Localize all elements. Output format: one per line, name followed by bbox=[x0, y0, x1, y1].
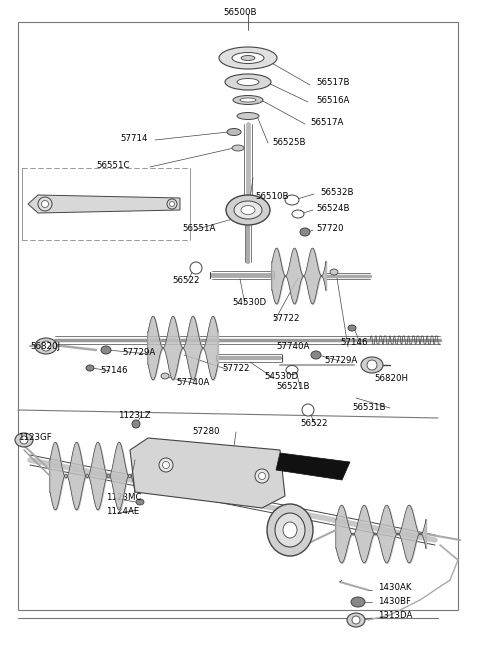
Text: 56522: 56522 bbox=[172, 276, 200, 284]
Text: 56516A: 56516A bbox=[316, 96, 349, 104]
Ellipse shape bbox=[237, 112, 259, 120]
Text: 1123GF: 1123GF bbox=[18, 434, 52, 442]
Text: 56531B: 56531B bbox=[352, 404, 385, 412]
Ellipse shape bbox=[20, 436, 28, 444]
Ellipse shape bbox=[285, 195, 299, 205]
Text: 56551A: 56551A bbox=[182, 224, 216, 232]
Ellipse shape bbox=[225, 74, 271, 90]
Ellipse shape bbox=[101, 346, 111, 354]
Ellipse shape bbox=[161, 373, 169, 379]
Ellipse shape bbox=[241, 56, 255, 60]
Text: 57280: 57280 bbox=[192, 428, 219, 436]
Ellipse shape bbox=[255, 469, 269, 483]
Ellipse shape bbox=[283, 522, 297, 538]
Bar bbox=[18, 22, 458, 610]
Ellipse shape bbox=[15, 433, 33, 447]
Text: 1313DA: 1313DA bbox=[378, 612, 412, 620]
Polygon shape bbox=[276, 453, 350, 480]
Text: 1430BF: 1430BF bbox=[378, 598, 411, 606]
Ellipse shape bbox=[348, 325, 356, 331]
Text: 57722: 57722 bbox=[222, 363, 250, 373]
Ellipse shape bbox=[41, 341, 51, 351]
Text: 56820H: 56820H bbox=[374, 373, 408, 382]
Ellipse shape bbox=[237, 78, 259, 86]
Ellipse shape bbox=[232, 145, 244, 151]
Text: 56525B: 56525B bbox=[272, 137, 305, 147]
Ellipse shape bbox=[302, 404, 314, 416]
Ellipse shape bbox=[41, 201, 48, 207]
Text: 57729A: 57729A bbox=[324, 355, 357, 365]
Text: 57722: 57722 bbox=[272, 313, 300, 323]
Ellipse shape bbox=[259, 473, 265, 479]
Text: 56820J: 56820J bbox=[30, 341, 60, 351]
Ellipse shape bbox=[169, 201, 175, 207]
Ellipse shape bbox=[240, 98, 256, 102]
Ellipse shape bbox=[35, 338, 57, 354]
Ellipse shape bbox=[286, 365, 298, 374]
Ellipse shape bbox=[352, 616, 360, 624]
Text: 56521B: 56521B bbox=[276, 382, 310, 390]
Ellipse shape bbox=[234, 201, 262, 219]
Ellipse shape bbox=[227, 129, 241, 135]
Ellipse shape bbox=[86, 365, 94, 371]
Ellipse shape bbox=[226, 195, 270, 225]
Text: 56517B: 56517B bbox=[316, 78, 349, 86]
Text: 56522: 56522 bbox=[300, 420, 327, 428]
Ellipse shape bbox=[163, 461, 169, 469]
Ellipse shape bbox=[241, 205, 255, 214]
Text: 57714: 57714 bbox=[120, 133, 147, 143]
Text: 56517A: 56517A bbox=[310, 118, 343, 127]
Ellipse shape bbox=[190, 262, 202, 274]
Text: 57146: 57146 bbox=[100, 365, 128, 374]
Ellipse shape bbox=[233, 96, 263, 104]
Text: 56524B: 56524B bbox=[316, 203, 349, 212]
Ellipse shape bbox=[330, 269, 338, 275]
Text: 57146: 57146 bbox=[340, 337, 368, 347]
Ellipse shape bbox=[132, 420, 140, 428]
Ellipse shape bbox=[232, 52, 264, 64]
Ellipse shape bbox=[136, 499, 144, 505]
Polygon shape bbox=[28, 195, 180, 213]
Polygon shape bbox=[130, 438, 285, 508]
Ellipse shape bbox=[300, 228, 310, 236]
Ellipse shape bbox=[219, 47, 277, 69]
Text: 57720: 57720 bbox=[316, 224, 344, 232]
Text: 1124AE: 1124AE bbox=[106, 507, 139, 517]
Text: 57729A: 57729A bbox=[122, 347, 155, 357]
Text: 54530D: 54530D bbox=[264, 371, 298, 380]
Ellipse shape bbox=[38, 197, 52, 211]
Ellipse shape bbox=[361, 357, 383, 373]
Text: 1430AK: 1430AK bbox=[378, 584, 411, 592]
Text: 1123MC: 1123MC bbox=[106, 493, 142, 503]
Text: 57740A: 57740A bbox=[176, 378, 209, 386]
Ellipse shape bbox=[367, 360, 377, 370]
Text: 54530D: 54530D bbox=[232, 297, 266, 307]
Text: 57740A: 57740A bbox=[276, 341, 310, 351]
Ellipse shape bbox=[311, 351, 321, 359]
Text: 56551C: 56551C bbox=[96, 161, 130, 169]
Ellipse shape bbox=[267, 504, 313, 556]
Ellipse shape bbox=[275, 513, 305, 547]
Text: 56500B: 56500B bbox=[223, 7, 257, 17]
Text: 56510B: 56510B bbox=[255, 191, 288, 201]
Ellipse shape bbox=[159, 458, 173, 472]
Ellipse shape bbox=[351, 597, 365, 607]
Text: 56532B: 56532B bbox=[320, 187, 353, 197]
Ellipse shape bbox=[167, 199, 177, 209]
Ellipse shape bbox=[347, 613, 365, 627]
Text: 1123LZ: 1123LZ bbox=[118, 410, 151, 420]
Ellipse shape bbox=[292, 210, 304, 218]
